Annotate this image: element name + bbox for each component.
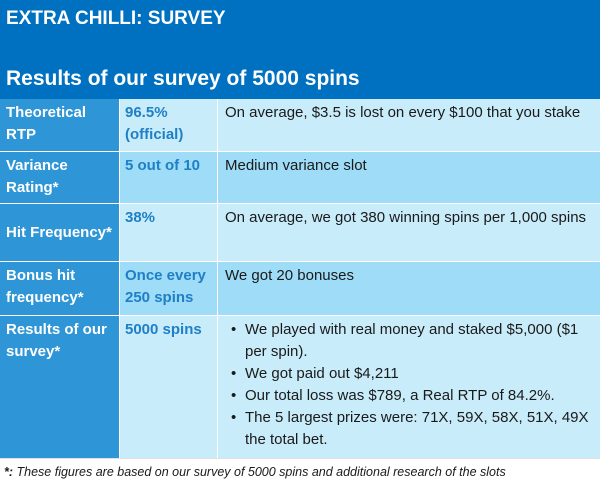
row-value: 5000 spins — [120, 316, 218, 458]
table-row-rtp: Theoretical RTP 96.5% (official) On aver… — [0, 99, 600, 151]
list-item: Our total loss was $789, a Real RTP of 8… — [225, 385, 594, 407]
row-label: Results of our survey* — [0, 316, 120, 458]
footnote-marker: *: — [4, 465, 14, 479]
table-row-bonus-frequency: Bonus hit frequency* Once every 250 spin… — [0, 261, 600, 315]
results-list: We played with real money and staked $5,… — [225, 319, 594, 451]
list-item: We got paid out $4,211 — [225, 363, 594, 385]
row-value: 5 out of 10 — [120, 152, 218, 203]
table-row-survey-results: Results of our survey* 5000 spins We pla… — [0, 315, 600, 458]
row-note: On average, $3.5 is lost on every $100 t… — [218, 99, 600, 151]
row-note: Medium variance slot — [218, 152, 600, 203]
banner-spacer — [0, 40, 600, 62]
footnote-text: These figures are based on our survey of… — [16, 465, 506, 479]
footnote: *: These figures are based on our survey… — [0, 458, 600, 488]
row-label: Hit Frequency* — [0, 204, 120, 261]
card-subtitle: Results of our survey of 5000 spins — [0, 62, 600, 99]
row-label: Bonus hit frequency* — [0, 262, 120, 315]
card-title: EXTRA CHILLI: SURVEY — [0, 0, 600, 40]
table-row-hit-frequency: Hit Frequency* 38% On average, we got 38… — [0, 203, 600, 261]
row-label: Theoretical RTP — [0, 99, 120, 151]
row-note: On average, we got 380 winning spins per… — [218, 204, 600, 261]
row-value: 38% — [120, 204, 218, 261]
list-item: The 5 largest prizes were: 71X, 59X, 58X… — [225, 407, 594, 451]
row-note: We played with real money and staked $5,… — [218, 316, 600, 458]
row-label: Variance Rating* — [0, 152, 120, 203]
table-row-variance: Variance Rating* 5 out of 10 Medium vari… — [0, 151, 600, 203]
list-item: We played with real money and staked $5,… — [225, 319, 594, 363]
row-value: Once every 250 spins — [120, 262, 218, 315]
row-note: We got 20 bonuses — [218, 262, 600, 315]
row-value: 96.5% (official) — [120, 99, 218, 151]
